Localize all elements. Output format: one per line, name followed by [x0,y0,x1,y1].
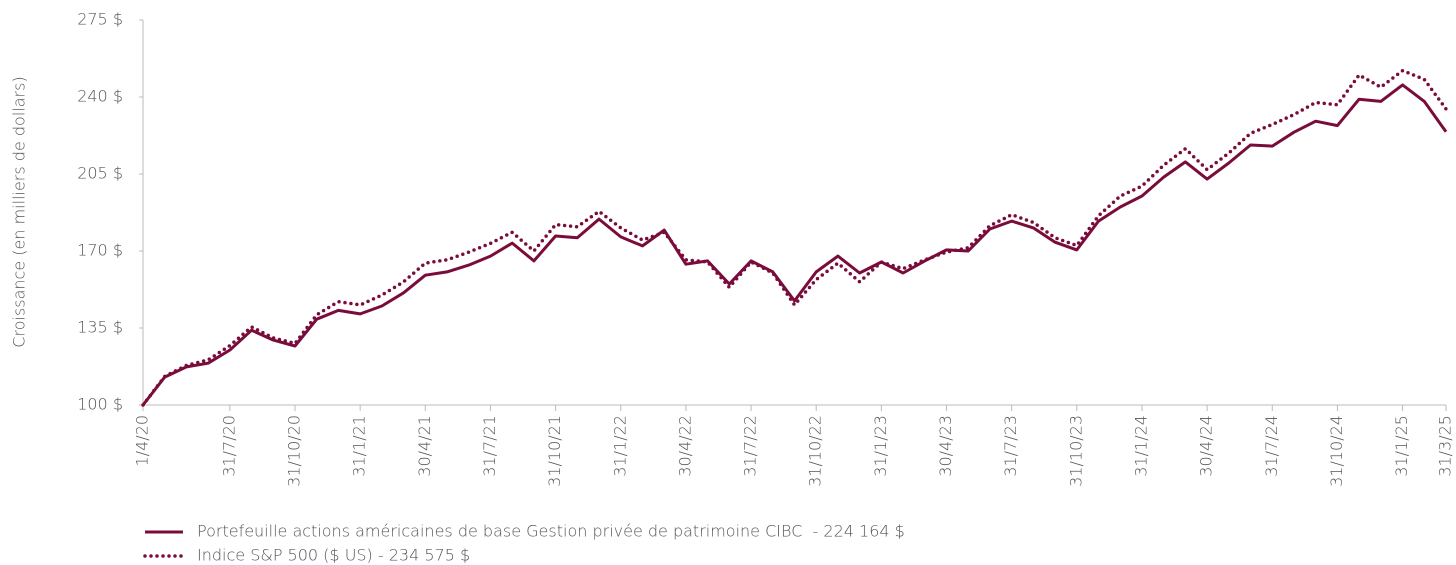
x-tick-label: 31/3/25 [1436,415,1455,477]
x-tick-label: 31/10/20 [285,415,304,487]
y-tick-label: 240 $ [77,87,123,106]
x-tick-label: 31/10/22 [806,415,825,487]
x-tick-label: 30/4/23 [936,415,955,477]
y-tick-label: 205 $ [77,164,123,183]
legend-label: Portefeuille actions américaines de base… [197,522,905,541]
y-axis-label: Croissance (en milliers de dollars) [10,76,29,347]
x-tick-label: 31/1/21 [350,415,369,477]
x-tick-label: 31/7/20 [219,415,238,477]
x-tick-label: 31/1/25 [1392,415,1411,477]
x-tick-label: 31/10/23 [1066,415,1085,487]
x-tick-label: 31/1/24 [1131,415,1150,477]
x-tick-label: 30/4/21 [415,415,434,477]
x-tick-label: 1/4/20 [133,415,152,467]
y-tick-label: 275 $ [77,10,123,29]
x-tick-label: 31/1/22 [610,415,629,477]
x-tick-label: 31/10/24 [1327,415,1346,487]
x-tick-label: 31/1/23 [871,415,890,477]
x-tick-label: 31/7/24 [1262,415,1281,477]
legend-label: Indice S&P 500 ($ US) - 234 575 $ [197,546,470,565]
x-tick-label: 30/4/24 [1197,415,1216,477]
x-tick-label: 31/7/22 [741,415,760,477]
x-tick-label: 31/10/21 [545,415,564,487]
series-line [141,83,1448,406]
x-tick-label: 31/7/21 [480,415,499,477]
y-tick-label: 135 $ [77,318,123,337]
x-tick-label: 30/4/22 [675,415,694,477]
y-tick-label: 100 $ [77,395,123,414]
series-line [141,68,1448,407]
x-tick-label: 31/7/23 [1001,415,1020,477]
y-tick-label: 170 $ [77,241,123,260]
